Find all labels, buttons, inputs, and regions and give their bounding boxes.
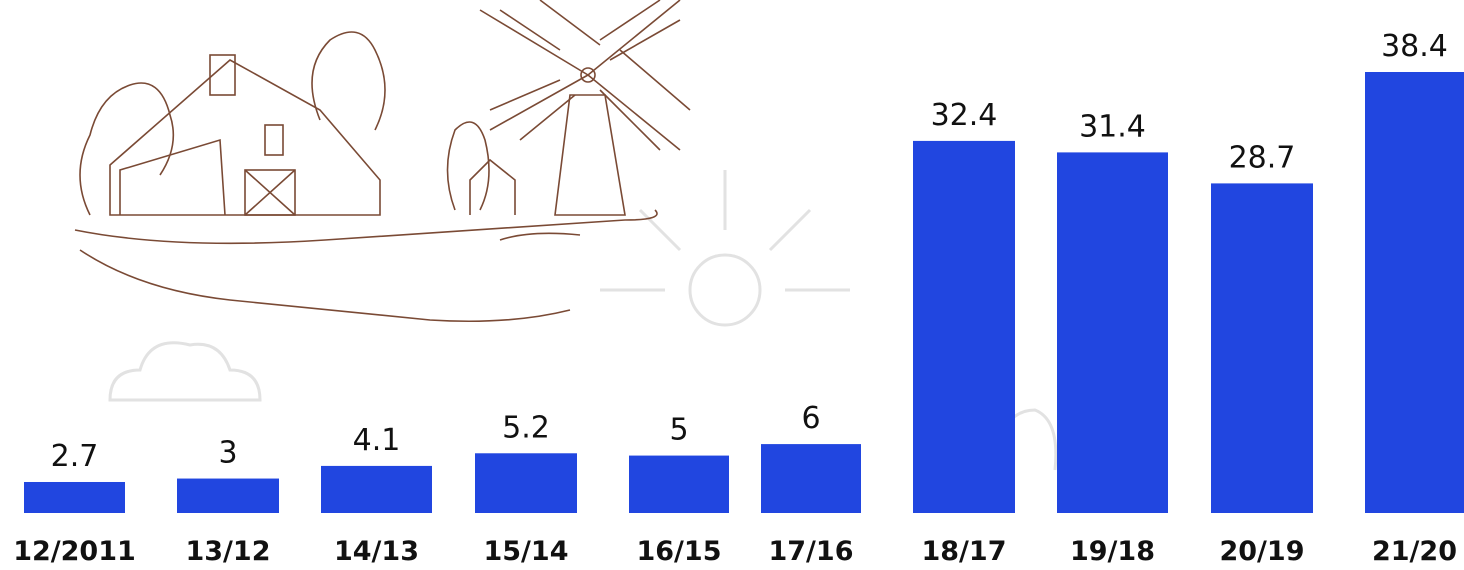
bar xyxy=(1057,152,1168,513)
x-tick-label: 20/19 xyxy=(1219,536,1304,567)
bar xyxy=(177,478,279,513)
bar xyxy=(761,444,861,513)
value-label: 5 xyxy=(669,413,688,448)
bar xyxy=(321,465,432,513)
value-label: 32.4 xyxy=(931,98,998,133)
x-tick-label: 17/16 xyxy=(768,536,853,567)
bar xyxy=(629,455,729,513)
value-label: 28.7 xyxy=(1229,140,1296,175)
x-tick-label: 21/20 xyxy=(1372,536,1457,567)
value-label: 3 xyxy=(218,436,237,471)
bar xyxy=(913,140,1015,513)
value-label: 6 xyxy=(801,401,820,436)
value-label: 2.7 xyxy=(51,439,99,474)
x-tick-label: 14/13 xyxy=(334,536,419,567)
background-illustration xyxy=(74,0,1058,471)
bar xyxy=(24,481,125,513)
x-tick-label: 16/15 xyxy=(636,536,721,567)
x-tick-label: 15/14 xyxy=(483,536,568,567)
bar xyxy=(1211,183,1313,513)
x-tick-label: 12/2011 xyxy=(13,536,136,567)
value-label: 31.4 xyxy=(1079,109,1146,144)
value-label: 38.4 xyxy=(1381,29,1448,64)
bar xyxy=(475,453,577,513)
bar xyxy=(1365,72,1464,513)
value-label: 4.1 xyxy=(353,423,401,458)
value-label: 5.2 xyxy=(502,410,550,445)
plot-area: 2.7 12/2011 3 13/12 4.1 14/13 5.2 15/14 5 16/15 6 1… xyxy=(13,29,1464,567)
x-tick-label: 19/18 xyxy=(1070,536,1155,567)
x-tick-label: 13/12 xyxy=(185,536,270,567)
x-tick-label: 18/17 xyxy=(921,536,1006,567)
